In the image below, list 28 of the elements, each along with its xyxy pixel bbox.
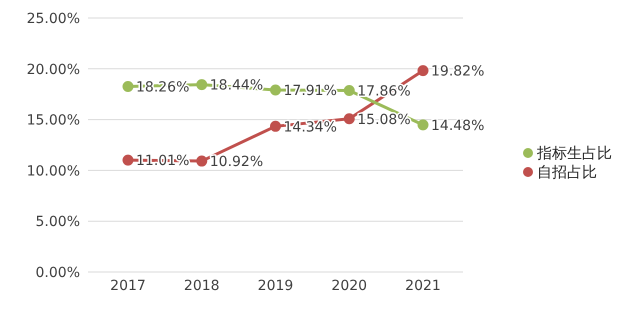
x-tick-label: 2018	[184, 278, 220, 294]
data-label: 14.34%	[284, 119, 337, 136]
point	[418, 119, 428, 130]
point	[418, 65, 428, 76]
x-tick-label: 2017	[110, 278, 146, 294]
y-tick-label: 15.00%	[26, 112, 80, 129]
point	[196, 156, 208, 167]
data-label: 15.08%	[357, 112, 411, 128]
data-label: 10.92%	[210, 154, 264, 170]
data-label: 19.82%	[431, 64, 484, 80]
x-tick-label: 2021	[405, 278, 441, 294]
point	[196, 79, 208, 90]
y-tick-label: 5.00%	[36, 214, 80, 230]
point	[270, 84, 281, 96]
point	[344, 85, 355, 96]
y-tick-label: 10.00%	[26, 163, 80, 180]
point	[270, 120, 281, 132]
y-tick-label: 20.00%	[26, 62, 80, 78]
y-tick-label: 0.00%	[36, 264, 80, 281]
point	[344, 113, 355, 124]
legend-label: 自招占比	[537, 162, 597, 180]
legend-label: 指标生占比	[537, 144, 612, 162]
x-tick-label: 2019	[258, 278, 294, 294]
data-label: 14.48%	[431, 118, 484, 134]
point	[122, 154, 134, 166]
point	[122, 80, 134, 92]
x-tick-label: 2020	[331, 278, 368, 294]
y-tick-label: 25.00%	[26, 10, 80, 27]
